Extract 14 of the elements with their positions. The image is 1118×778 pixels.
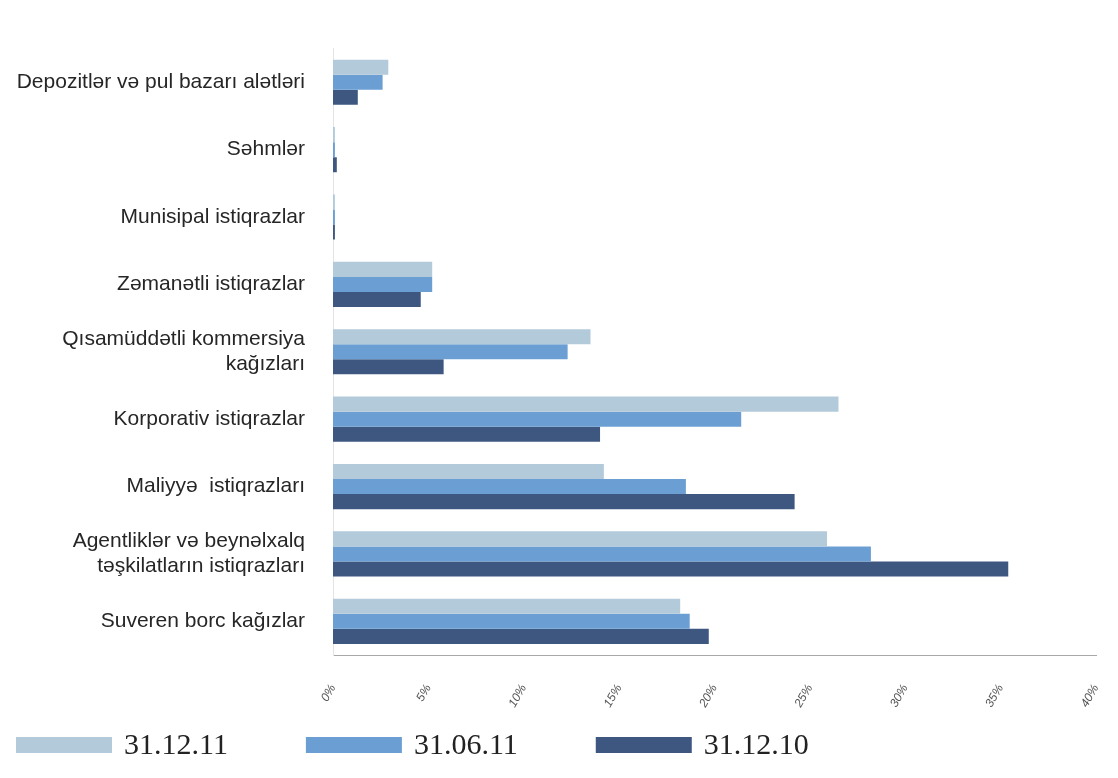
x-tick-label: 5%	[413, 681, 435, 704]
y-tick-label: Korporativ istiqrazlar	[113, 405, 305, 429]
y-tick-label: Suveren borc kağızlar	[100, 608, 305, 632]
y-tick-label: Agentliklər və beynəlxalq təşkilatların istiqrazları	[72, 528, 305, 577]
y-tick-label: Səhmlər	[226, 136, 305, 160]
y-tick-label: Maliyyə istiqrazları	[126, 473, 305, 497]
x-tick-label: 0%	[317, 681, 339, 704]
legend-label: 31.12.10	[703, 726, 809, 760]
y-tick-label: Zəmanətli istiqrazlar	[117, 271, 305, 295]
y-tick-label: Depozitlər və pul bazarı alətləri	[16, 69, 305, 93]
legend-label: 31.06.11	[413, 726, 518, 760]
y-tick-label: Qısamüddətli kommersiya kağızları	[62, 326, 306, 375]
y-tick-label: Munisipal istiqrazlar	[120, 203, 305, 227]
legend-label: 31.12.11	[124, 726, 228, 760]
